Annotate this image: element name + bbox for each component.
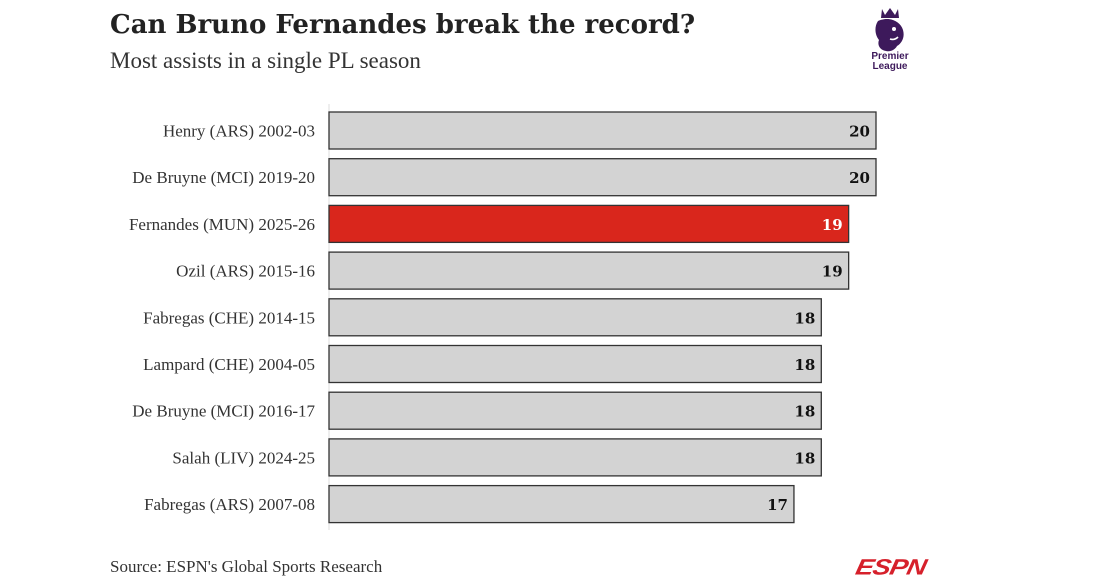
category-label: Henry (ARS) 2002-03 (163, 122, 315, 141)
bar (328, 158, 877, 197)
category-label: Fabregas (ARS) 2007-08 (144, 495, 315, 514)
category-label: De Bruyne (MCI) 2016-17 (132, 402, 315, 421)
category-label: Lampard (CHE) 2004-05 (143, 355, 315, 374)
bar-row: Fernandes (MUN) 2025-26 19 (129, 204, 850, 244)
bar (328, 298, 822, 337)
value-label: 19 (822, 263, 843, 281)
bar-row: De Bruyne (MCI) 2016-17 18 (132, 391, 822, 430)
bar (328, 204, 850, 244)
category-label: Fabregas (CHE) 2014-15 (143, 308, 315, 327)
value-label: 18 (794, 356, 815, 374)
bar (328, 438, 822, 477)
bar (328, 484, 795, 524)
bar-row: De Bruyne (MCI) 2019-20 20 (132, 158, 877, 197)
bar (328, 391, 822, 430)
bar-row: Lampard (CHE) 2004-05 18 (143, 344, 822, 384)
value-label: 18 (794, 449, 815, 467)
chart-title: Can Bruno Fernandes break the record? (110, 10, 696, 40)
category-label: De Bruyne (MCI) 2019-20 (132, 168, 315, 187)
value-label: 20 (849, 169, 870, 187)
bar-row: Salah (LIV) 2024-25 18 (172, 438, 822, 477)
value-label: 17 (767, 496, 788, 514)
bar (328, 111, 877, 150)
source-note: Source: ESPN's Global Sports Research (110, 557, 383, 576)
value-label: 20 (849, 123, 870, 141)
category-label: Salah (LIV) 2024-25 (172, 448, 315, 467)
bar (328, 344, 822, 384)
bar-row: Henry (ARS) 2002-03 20 (163, 111, 877, 150)
category-label: Fernandes (MUN) 2025-26 (129, 215, 315, 234)
premier-league-text-line2: League (872, 61, 908, 72)
bar-row: Ozil (ARS) 2015-16 19 (176, 251, 850, 290)
category-label: Ozil (ARS) 2015-16 (176, 262, 315, 281)
value-label: 18 (794, 403, 815, 421)
bar (328, 251, 850, 290)
value-label: 19 (822, 216, 843, 234)
chart-subtitle: Most assists in a single PL season (110, 48, 421, 73)
bar-row: Fabregas (ARS) 2007-08 17 (144, 484, 795, 524)
value-label: 18 (794, 309, 815, 327)
espn-logo: ESPN (853, 554, 929, 580)
premier-league-lion-icon (875, 8, 904, 52)
premier-league-text-line1: Premier (871, 51, 909, 62)
bar-row: Fabregas (CHE) 2014-15 18 (143, 298, 822, 337)
